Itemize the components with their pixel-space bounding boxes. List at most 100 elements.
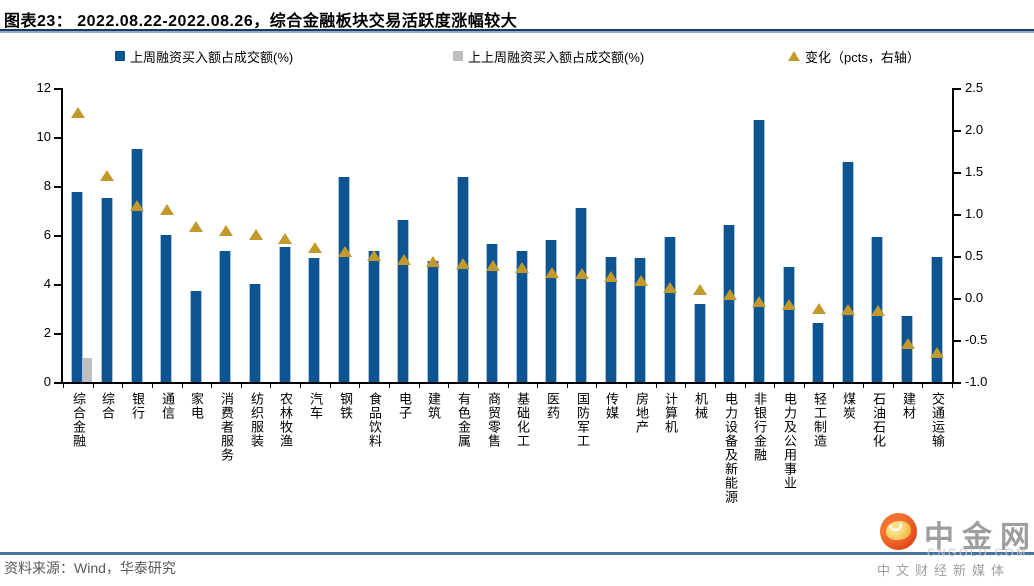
- legend-label: 上周融资买入额占成交额(%): [130, 49, 294, 65]
- x-axis-category-label: 交通运输: [930, 392, 945, 448]
- bar-last-week: [753, 120, 765, 382]
- gold-cloud-icon: [886, 521, 911, 540]
- x-axis-tick: [537, 382, 538, 388]
- legend-label: 变化（pcts，右轴）: [805, 49, 920, 65]
- bar-last-week: [842, 162, 854, 382]
- x-axis-category-label: 电子: [397, 392, 412, 420]
- bar-last-week: [308, 258, 320, 382]
- bar-last-week: [457, 177, 469, 382]
- change-triangle-marker: [189, 221, 203, 232]
- x-axis-category-label: 传媒: [604, 392, 619, 420]
- logo-name: 中金网: [924, 521, 1034, 554]
- change-triangle-marker: [871, 305, 885, 316]
- change-triangle-marker: [486, 260, 500, 271]
- x-axis-tick: [745, 382, 746, 388]
- y-axis-right-label: 0.5: [965, 248, 984, 263]
- change-triangle-marker: [723, 289, 737, 300]
- change-triangle-marker: [782, 299, 796, 310]
- y-axis-right-label: 1.0: [965, 206, 984, 221]
- x-axis-tick: [330, 382, 331, 388]
- change-triangle-marker: [249, 229, 263, 240]
- change-triangle-marker: [308, 242, 322, 253]
- x-axis-category-label: 汽车: [308, 392, 323, 420]
- x-axis-category-label: 计算机: [663, 392, 678, 434]
- change-triangle-marker: [160, 204, 174, 215]
- y-axis-right-label: 2.0: [965, 122, 984, 137]
- x-axis-tick: [122, 382, 123, 388]
- y-axis-left-label: 0: [43, 374, 51, 389]
- x-axis-tick: [626, 382, 627, 388]
- change-triangle-marker: [219, 225, 233, 236]
- bar-last-week: [131, 149, 143, 382]
- y-axis-right-label: -0.5: [965, 332, 988, 347]
- page-title: 图表23： 2022.08.22-2022.08.26，综合金融板块交易活跃度涨…: [4, 13, 518, 30]
- change-triangle-marker: [693, 284, 707, 295]
- x-axis-category-label: 房地产: [634, 392, 649, 434]
- x-axis-category-label: 建筑: [426, 392, 441, 420]
- x-axis-tick: [359, 382, 360, 388]
- y-axis-left-tick: [54, 137, 61, 139]
- y-axis-left-tick: [54, 88, 61, 90]
- x-axis: [61, 382, 954, 384]
- bar-last-week: [71, 192, 83, 382]
- bar-last-week: [368, 251, 380, 382]
- y-axis-right-tick: [954, 172, 961, 174]
- y-axis-right-label: 0.0: [965, 290, 984, 305]
- x-axis-category-label: 非银行金融: [752, 392, 767, 462]
- x-axis-tick: [715, 382, 716, 388]
- x-axis-tick: [774, 382, 775, 388]
- x-axis-category-label: 食品饮料: [367, 392, 382, 448]
- legend-label: 上上周融资买入额占成交额(%): [468, 49, 645, 65]
- bar-last-week: [486, 244, 498, 382]
- legend-item-prev-week: 上上周融资买入额占成交额(%): [453, 48, 645, 65]
- y-axis-left-label: 12: [36, 80, 51, 95]
- x-axis-tick: [241, 382, 242, 388]
- x-axis-tick: [63, 382, 64, 388]
- change-triangle-marker: [338, 246, 352, 257]
- y-axis-left-tick: [54, 186, 61, 188]
- change-triangle-marker: [71, 107, 85, 118]
- x-axis-category-label: 纺织服装: [249, 392, 264, 448]
- bar-last-week: [575, 208, 587, 382]
- bar-last-week: [812, 323, 824, 382]
- title-divider: [0, 29, 1034, 33]
- change-triangle-marker: [901, 338, 915, 349]
- y-axis-right-tick: [954, 256, 961, 258]
- bar-last-week: [338, 177, 350, 382]
- x-axis-tick: [656, 382, 657, 388]
- change-triangle-marker: [930, 347, 944, 358]
- x-axis-tick: [478, 382, 479, 388]
- y-axis-left-label: 10: [36, 129, 51, 144]
- bar-last-week: [545, 240, 557, 382]
- bar-last-week: [397, 220, 409, 382]
- change-triangle-marker: [100, 170, 114, 181]
- change-triangle-marker: [575, 268, 589, 279]
- x-axis-category-label: 银行: [130, 392, 145, 420]
- y-axis-right-label: -1.0: [965, 374, 988, 389]
- x-axis-tick: [300, 382, 301, 388]
- bar-last-week: [694, 304, 706, 382]
- bar-last-week: [190, 291, 202, 382]
- source-note: 资料来源：Wind，华泰研究: [4, 560, 176, 576]
- change-triangle-marker: [278, 233, 292, 244]
- bar-last-week: [901, 316, 913, 382]
- change-triangle-marker: [397, 254, 411, 265]
- change-triangle-marker: [663, 282, 677, 293]
- x-axis-category-label: 建材: [901, 392, 916, 420]
- legend-item-change: 变化（pcts，右轴）: [788, 48, 920, 65]
- legend-item-last-week: 上周融资买入额占成交额(%): [115, 48, 294, 65]
- y-axis-left-label: 6: [43, 227, 51, 242]
- x-axis-category-label: 电力设备及新能源: [723, 392, 738, 504]
- bar-last-week: [279, 247, 291, 382]
- y-axis-right: [952, 88, 954, 384]
- x-axis-category-label: 煤炭: [841, 392, 856, 420]
- x-axis-tick: [596, 382, 597, 388]
- y-axis-left-label: 2: [43, 325, 51, 340]
- change-triangle-marker: [604, 271, 618, 282]
- change-triangle-marker: [426, 256, 440, 267]
- change-triangle-marker: [545, 267, 559, 278]
- bar-last-week: [219, 251, 231, 382]
- x-axis-tick: [270, 382, 271, 388]
